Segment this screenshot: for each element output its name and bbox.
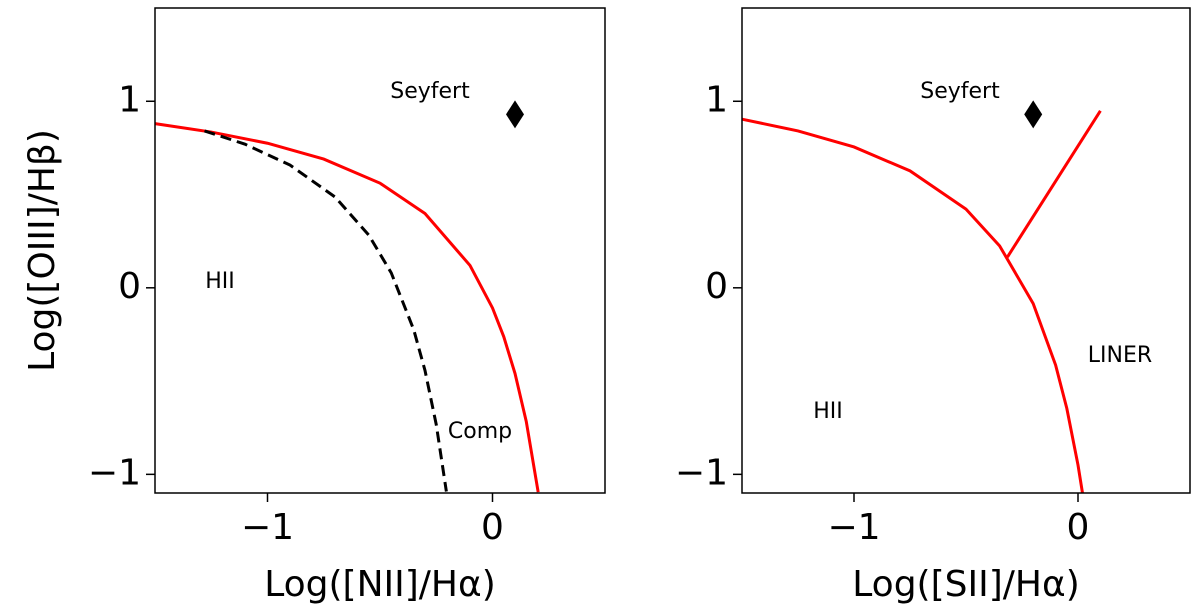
y-tick-label: 0	[705, 266, 728, 307]
region-label: LINER	[1088, 343, 1152, 368]
curve	[204, 129, 448, 492]
region-label: HII	[813, 399, 843, 424]
y-tick-label: 1	[705, 79, 728, 120]
y-tick-label: −1	[675, 452, 728, 493]
x-tick-label: 0	[481, 507, 504, 548]
diamond-marker	[1024, 100, 1043, 129]
x-tick-label: −1	[241, 507, 294, 548]
curve	[1006, 109, 1102, 258]
curve	[741, 117, 1084, 494]
x-axis-label: Log([SII]/Hα)	[852, 564, 1080, 605]
region-label: Comp	[448, 419, 512, 444]
plot-frame	[741, 7, 1191, 494]
x-tick-label: 0	[1067, 507, 1090, 548]
y-axis-label: Log([OIII]/Hβ)	[22, 129, 63, 372]
diamond-marker	[506, 100, 524, 129]
x-tick-label: −1	[827, 507, 880, 548]
region-label: Seyfert	[920, 79, 1000, 104]
curve	[154, 122, 540, 493]
plot-frame	[154, 7, 606, 494]
y-tick-label: 1	[118, 79, 141, 120]
y-tick-label: 0	[118, 266, 141, 307]
region-label: Seyfert	[390, 79, 470, 104]
region-label: HII	[205, 269, 235, 294]
y-tick-label: −1	[88, 452, 141, 493]
x-axis-label: Log([NII]/Hα)	[264, 564, 496, 605]
